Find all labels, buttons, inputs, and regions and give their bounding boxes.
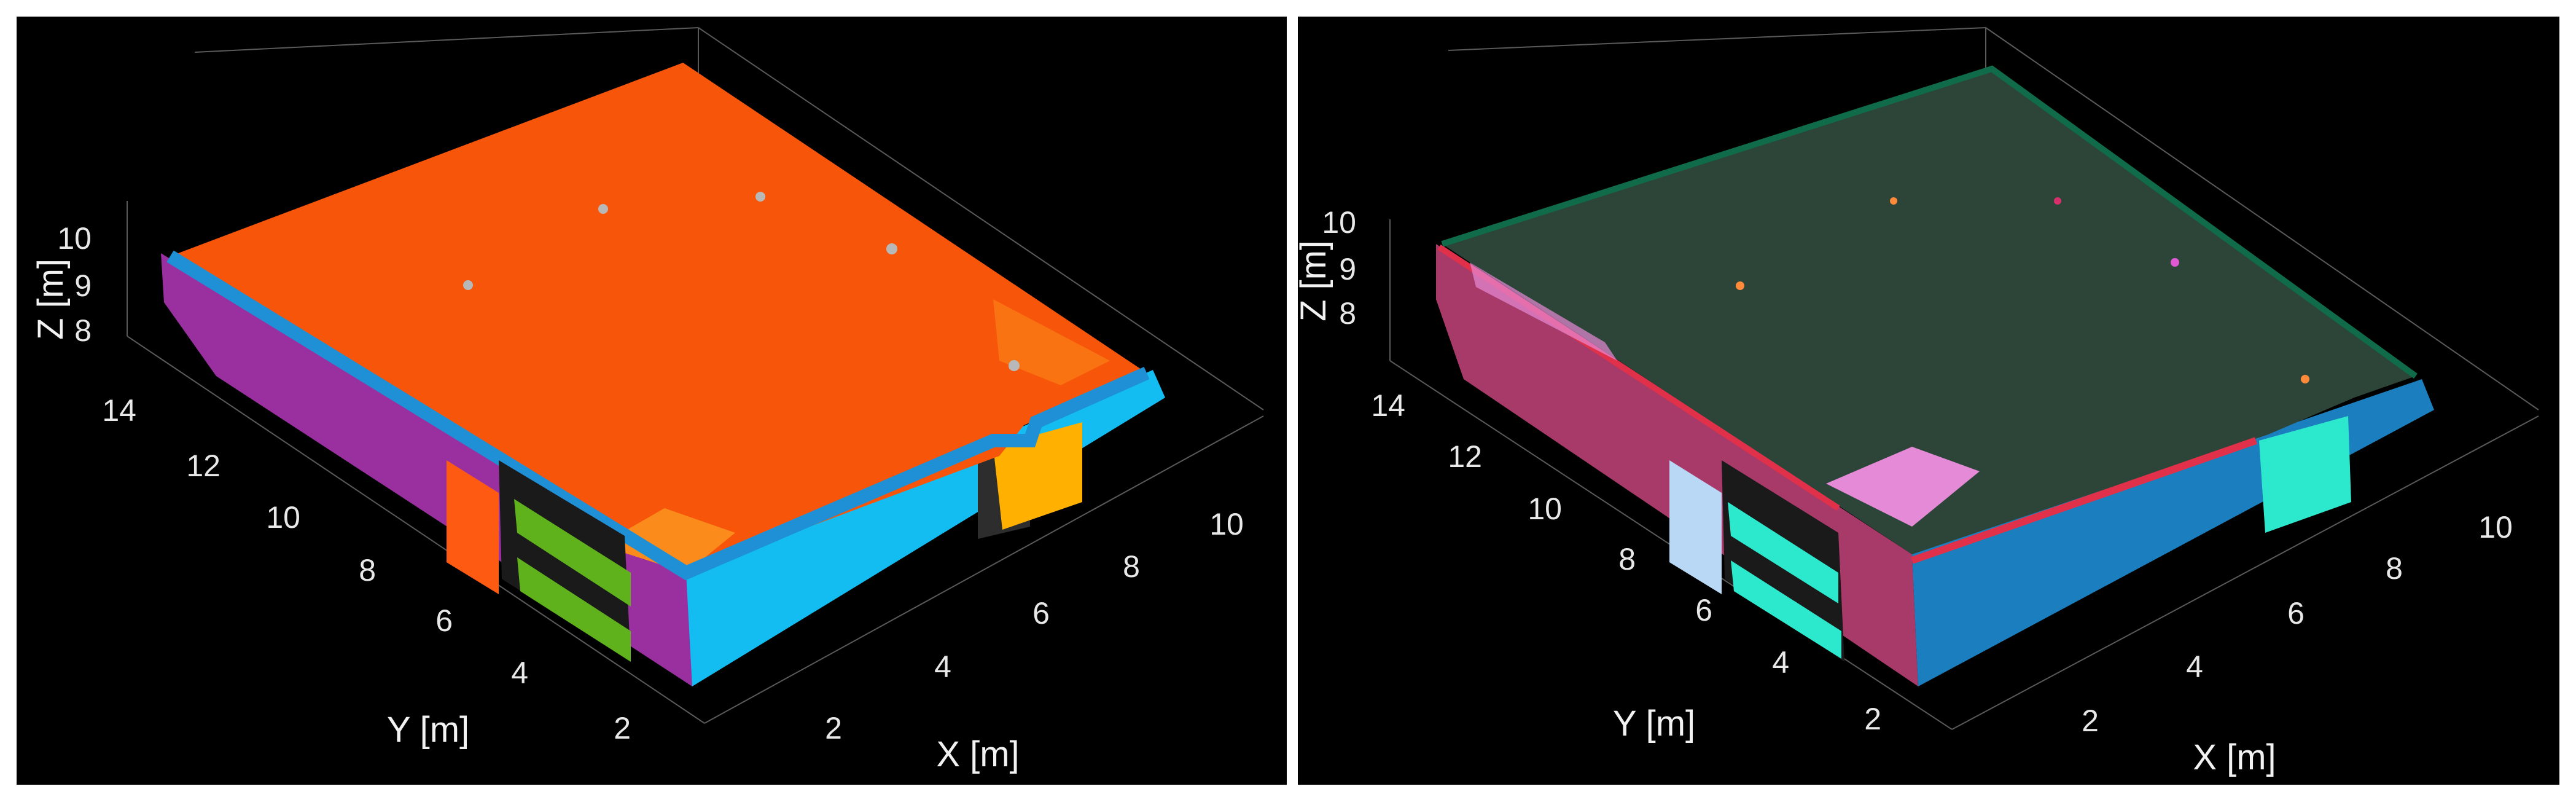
y-tick-12: 12 bbox=[186, 449, 221, 483]
x-tick-4: 4 bbox=[934, 650, 951, 684]
x-axis-label: X [m] bbox=[2193, 737, 2276, 777]
z-tick-9: 9 bbox=[1339, 252, 1356, 286]
x-tick-10: 10 bbox=[1209, 507, 1244, 541]
z-axis-label: Z [m] bbox=[31, 259, 71, 340]
right-plot: 10 9 8 Z [m] 14 12 10 8 6 4 2 Y [m] 2 4 … bbox=[1298, 27, 2539, 777]
z-tick-10: 10 bbox=[1322, 205, 1356, 240]
lamps bbox=[463, 192, 1020, 371]
y-tick-6: 6 bbox=[435, 603, 453, 638]
z-tick-9: 9 bbox=[74, 269, 92, 303]
left-axes-box bbox=[127, 27, 1264, 724]
x-tick-4: 4 bbox=[2186, 650, 2203, 684]
ceiling-highlight bbox=[600, 508, 735, 573]
x-axis-label: X [m] bbox=[936, 734, 1019, 774]
y-axis-label: Y [m] bbox=[1613, 704, 1695, 744]
left-plot: 10 9 8 Z [m] 14 12 10 8 6 4 2 Y [m] 2 4 … bbox=[31, 27, 1264, 774]
x-tick-8: 8 bbox=[2386, 551, 2403, 586]
x-tick-8: 8 bbox=[1123, 549, 1140, 584]
y-tick-12: 12 bbox=[1448, 439, 1482, 474]
y-tick-8: 8 bbox=[1618, 542, 1636, 576]
z-tick-8: 8 bbox=[74, 313, 92, 348]
orange-box bbox=[993, 422, 1082, 530]
right-panel: 10 9 8 Z [m] 14 12 10 8 6 4 2 Y [m] 2 4 … bbox=[1298, 17, 2559, 785]
y-tick-6: 6 bbox=[1695, 593, 1712, 627]
y-tick-10: 10 bbox=[266, 500, 300, 535]
window-green-upper bbox=[514, 499, 631, 607]
window-green-lower bbox=[517, 557, 631, 662]
x-tick-10: 10 bbox=[2478, 510, 2513, 544]
lamps bbox=[1736, 197, 2309, 383]
red-strip-front bbox=[1911, 437, 2257, 564]
x-tick-2: 2 bbox=[2082, 704, 2099, 738]
x-tick-2: 2 bbox=[825, 711, 842, 745]
y-tick-2: 2 bbox=[1864, 702, 1881, 736]
y-tick-4: 4 bbox=[511, 656, 528, 690]
z-tick-10: 10 bbox=[57, 221, 92, 256]
window-cyan-upper bbox=[1728, 502, 1838, 603]
ceiling-dark-green bbox=[1442, 69, 2416, 554]
ceiling-highlight-right bbox=[993, 299, 1110, 385]
x-tick-6: 6 bbox=[2287, 596, 2305, 630]
z-axis-label: Z [m] bbox=[1298, 240, 1333, 321]
y-tick-10: 10 bbox=[1528, 492, 1562, 526]
x-tick-6: 6 bbox=[1032, 596, 1050, 630]
left-panel: 10 9 8 Z [m] 14 12 10 8 6 4 2 Y [m] 2 4 … bbox=[17, 17, 1287, 785]
door-orange bbox=[447, 460, 499, 594]
pink-strip bbox=[1470, 262, 1617, 361]
window-cyan-lower bbox=[1731, 560, 1841, 659]
y-tick-14: 14 bbox=[1371, 388, 1405, 423]
y-tick-2: 2 bbox=[614, 711, 631, 745]
ceiling-orange bbox=[170, 63, 1147, 573]
z-tick-8: 8 bbox=[1339, 296, 1356, 331]
y-axis-label: Y [m] bbox=[387, 710, 469, 750]
ceiling-edge bbox=[1441, 65, 2418, 379]
ceiling-rim bbox=[166, 250, 1150, 581]
door-light-blue bbox=[1669, 460, 1722, 594]
y-tick-4: 4 bbox=[1772, 645, 1789, 680]
y-tick-8: 8 bbox=[359, 553, 376, 587]
y-tick-14: 14 bbox=[102, 393, 136, 428]
step-block-cyan bbox=[2259, 416, 2351, 533]
pink-region bbox=[1826, 447, 1980, 527]
